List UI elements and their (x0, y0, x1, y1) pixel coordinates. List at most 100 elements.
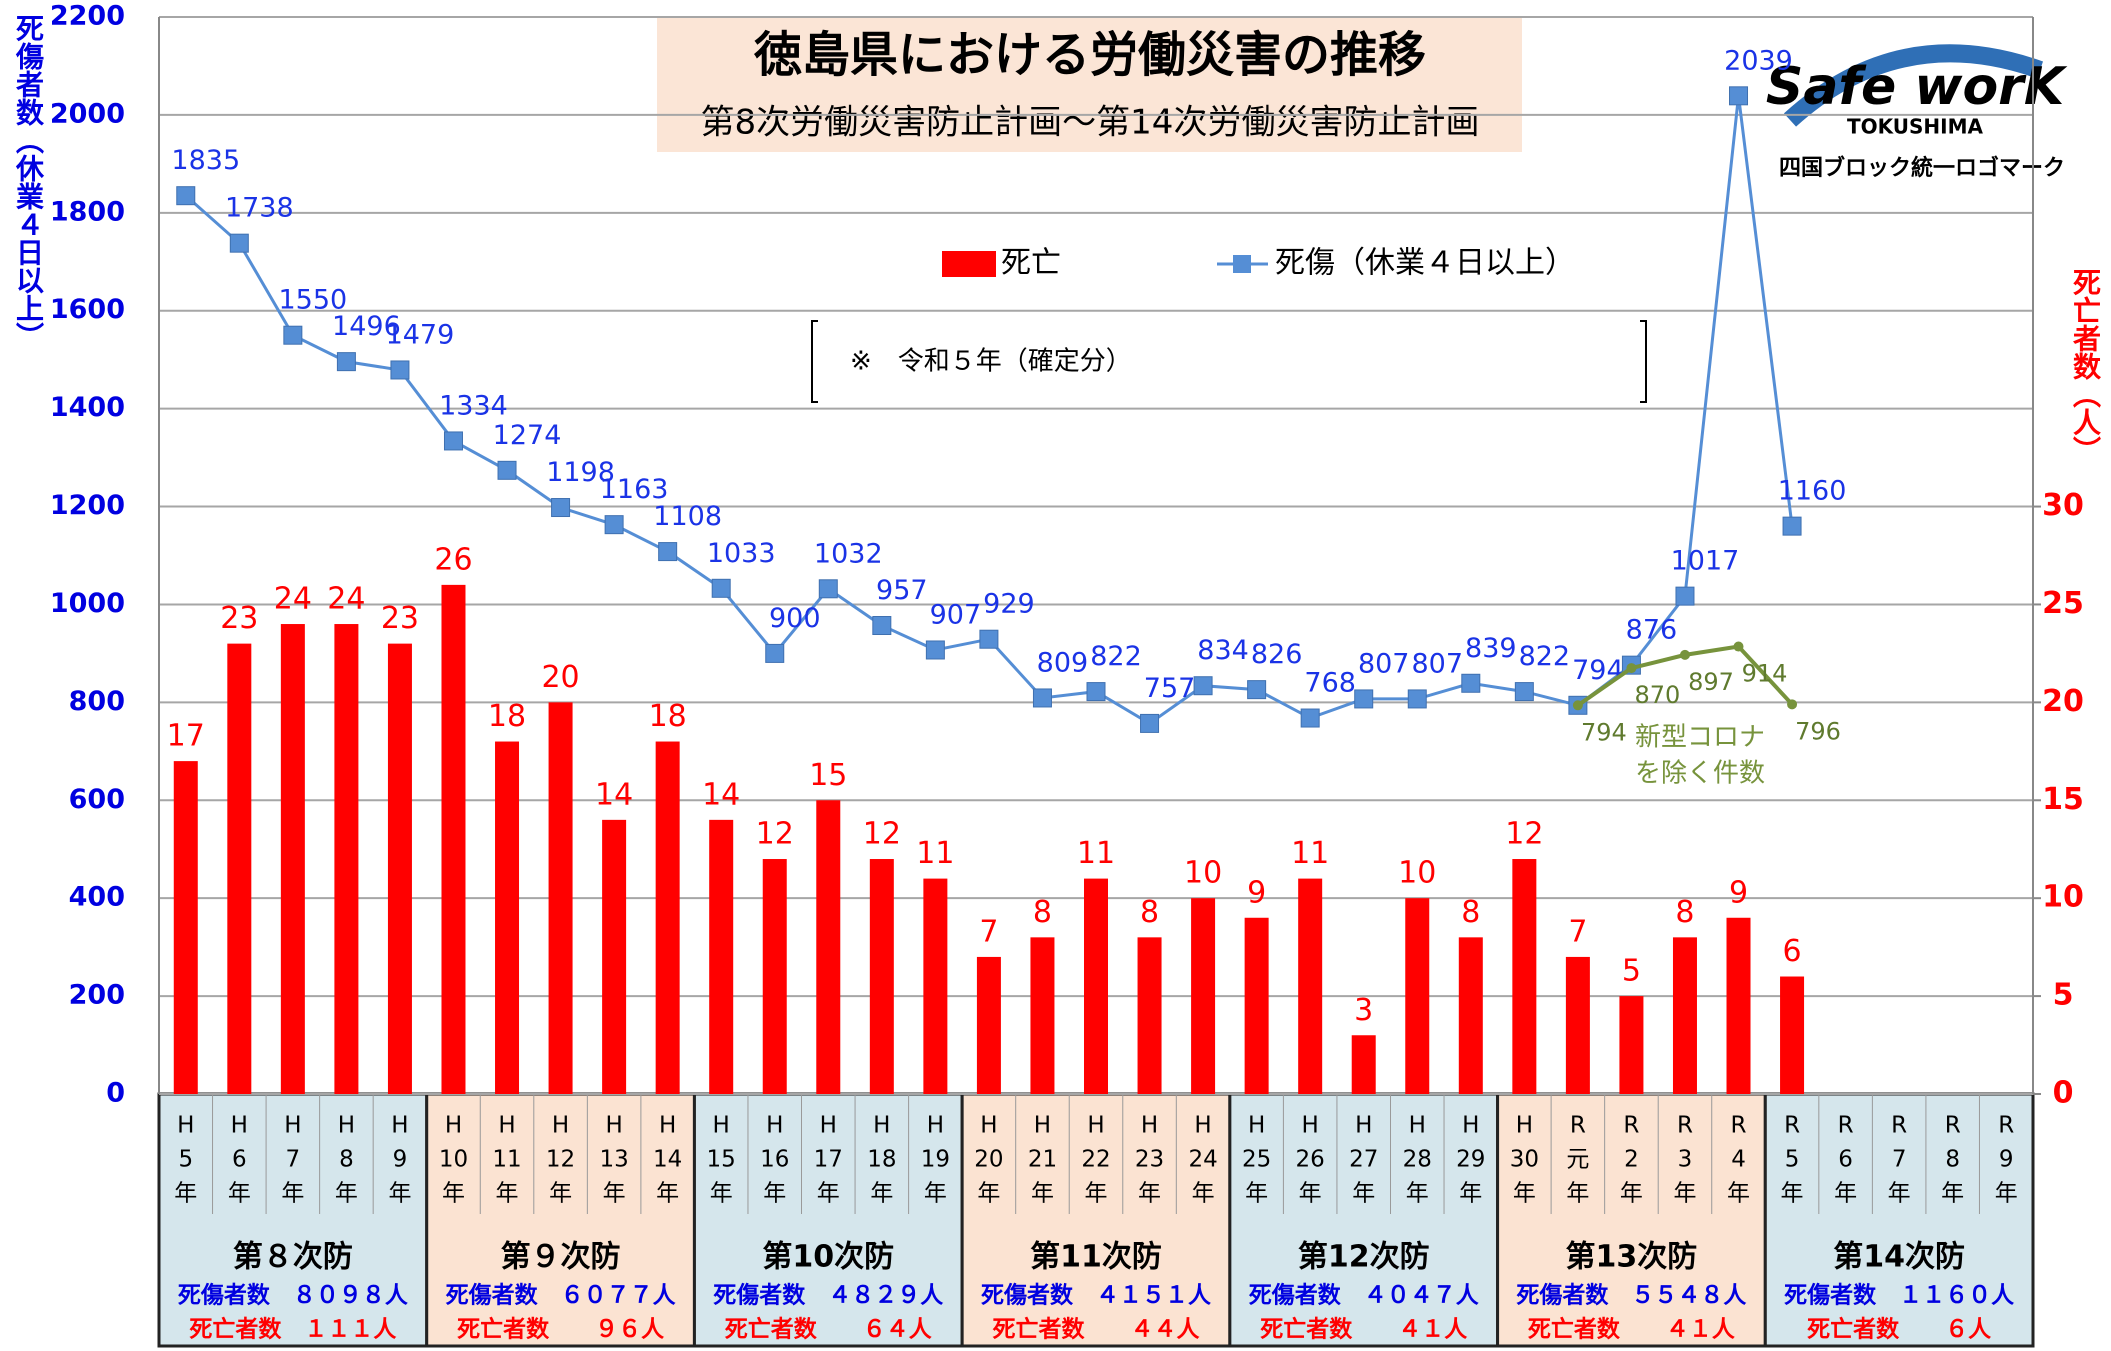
logo-text: Safe worK (1766, 57, 2068, 117)
line-value-label: 1163 (600, 474, 669, 505)
x-tick-label: 年 (1138, 1181, 1161, 1207)
x-tick-label: 10 (439, 1147, 468, 1173)
x-tick-label: H (1194, 1113, 1211, 1139)
bar (709, 819, 734, 1094)
x-tick-label: H (445, 1113, 462, 1139)
line-value-label: 907 (930, 599, 982, 630)
x-tick-label: 18 (867, 1147, 896, 1173)
bar (976, 956, 1001, 1094)
marker (229, 233, 249, 253)
x-tick-label: 年 (174, 1181, 197, 1207)
x-tick-label: 年 (1781, 1181, 1804, 1207)
y-tick-label: 600 (69, 784, 125, 815)
period-deaths: 死亡者数 ６人 (1807, 1316, 1992, 1343)
line-value-label: 1160 (1778, 476, 1847, 507)
period-deaths: 死亡者数 ４１人 (1260, 1316, 1468, 1343)
x-tick-label: H (820, 1113, 837, 1139)
marker (1626, 663, 1637, 674)
marker (1514, 682, 1534, 702)
y2-tick-label: 25 (2042, 586, 2084, 621)
bar-value-label: 3 (1354, 993, 1373, 1028)
x-tick-label: 年 (1406, 1181, 1429, 1207)
bar-value-label: 8 (1461, 895, 1480, 930)
bar (923, 878, 948, 1094)
marker (1032, 688, 1052, 708)
x-tick-label: 年 (1513, 1181, 1536, 1207)
bar-value-label: 9 (1247, 875, 1266, 910)
marker (1354, 689, 1374, 709)
y-tick-label: 0 (106, 1078, 125, 1109)
line-value-label: 929 (983, 589, 1035, 620)
bar (1405, 898, 1430, 1094)
line-value-label: 900 (769, 603, 821, 634)
marker (1572, 700, 1583, 711)
note: ※ 令和５年（確定分） (850, 347, 1132, 377)
bar-value-label: 14 (595, 777, 633, 812)
x-tick-label: 年 (442, 1181, 465, 1207)
marker (283, 325, 303, 345)
x-tick-label: R (1891, 1113, 1907, 1139)
x-tick-label: 2 (1624, 1147, 1639, 1173)
marker (711, 578, 731, 598)
x-tick-label: 9 (1999, 1147, 2014, 1173)
bar-value-label: 26 (434, 542, 472, 577)
line-value-label: 870 (1635, 681, 1681, 709)
line-value-label: 839 (1465, 633, 1517, 664)
y-tick-label: 400 (69, 882, 125, 913)
x-tick-label: 年 (1941, 1181, 1964, 1207)
y-tick-label: 1200 (50, 490, 125, 521)
x-tick-label: 年 (763, 1181, 786, 1207)
bar (869, 859, 894, 1094)
line-value-label: 822 (1519, 641, 1571, 672)
x-tick-label: 14 (653, 1147, 682, 1173)
bar (655, 741, 680, 1094)
marker (1300, 708, 1320, 728)
bar (1619, 996, 1644, 1094)
x-tick-label: 29 (1456, 1147, 1485, 1173)
period-casualties: 死傷者数 ４０４７人 (1249, 1282, 1480, 1309)
x-tick-label: 年 (1888, 1181, 1911, 1207)
x-tick-label: 8 (1945, 1147, 1960, 1173)
period-name: 第９次防 (501, 1240, 621, 1275)
y2-tick-label: 20 (2042, 684, 2084, 719)
line-value-label: 1835 (171, 145, 240, 176)
x-tick-label: H (766, 1113, 783, 1139)
bar (1137, 937, 1162, 1094)
x-tick-label: H (713, 1113, 730, 1139)
period-deaths: 死亡者数 ９６人 (457, 1316, 665, 1343)
marker (1729, 86, 1749, 106)
x-tick-label: 元 (1566, 1147, 1589, 1173)
line-value-label: 876 (1626, 615, 1678, 646)
x-tick-label: 年 (1299, 1181, 1322, 1207)
marker (1787, 699, 1798, 710)
period-name: 第14次防 (1833, 1240, 1965, 1275)
x-tick-label: 7 (1892, 1147, 1907, 1173)
x-tick-label: 年 (496, 1181, 519, 1207)
bar (1458, 937, 1483, 1094)
line-value-label: 826 (1251, 639, 1303, 670)
period-casualties: 死傷者数 １１６０人 (1784, 1282, 2015, 1309)
period-deaths: 死亡者数 ４１人 (1528, 1316, 1736, 1343)
period-deaths: 死亡者数 １１１人 (189, 1316, 397, 1343)
marker (604, 515, 624, 535)
legend-swatch (942, 251, 996, 277)
x-tick-label: 17 (814, 1147, 843, 1173)
period-name: 第13次防 (1566, 1240, 1698, 1275)
note-bracket (811, 320, 1647, 403)
bar (1084, 878, 1108, 1094)
line-value-label: 822 (1090, 641, 1142, 672)
marker (1782, 516, 1802, 536)
bar-value-label: 10 (1184, 856, 1222, 891)
x-tick-label: 年 (281, 1181, 304, 1207)
period-casualties: 死傷者数 ４８２９人 (713, 1282, 944, 1309)
line-value-label: 757 (1144, 673, 1196, 704)
x-tick-label: 3 (1678, 1147, 1693, 1173)
x-tick-label: H (605, 1113, 622, 1139)
marker (443, 431, 463, 451)
title-box (657, 17, 1522, 152)
line-value-label: 1032 (814, 538, 883, 569)
x-tick-label: H (177, 1113, 194, 1139)
line-value-label: 1334 (439, 390, 508, 421)
period-name: 第８次防 (233, 1240, 353, 1275)
